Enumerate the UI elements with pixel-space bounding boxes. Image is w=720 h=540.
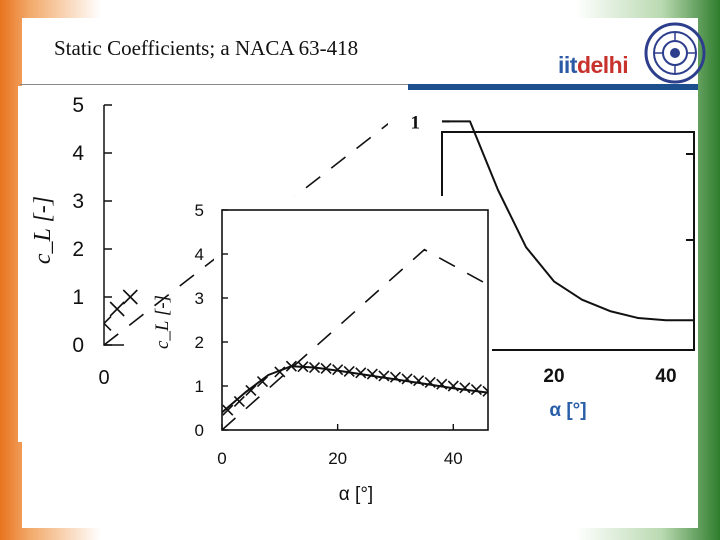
slide-title: Static Coefficients; a NACA 63-418	[54, 36, 359, 60]
brand-wordmark: iitdelhi	[558, 52, 629, 79]
data-point-marker	[104, 315, 112, 331]
y-tick-label: 0	[195, 421, 204, 440]
data-point-marker	[274, 366, 286, 378]
data-point-marker	[245, 384, 257, 396]
y-tick-label: 2	[195, 333, 204, 352]
panel-background	[214, 196, 492, 510]
y-tick-label: 3	[195, 289, 204, 308]
data-point-marker	[343, 365, 355, 378]
data-point-marker	[378, 370, 390, 382]
brand-part-2: delhi	[576, 52, 629, 78]
data-point-marker	[401, 373, 413, 385]
series-2-2	[222, 360, 488, 416]
data-point-marker	[389, 371, 402, 383]
data-point-marker	[285, 360, 297, 372]
x-tick-label: 0	[98, 367, 109, 389]
data-point-marker	[320, 362, 332, 374]
series-2-0	[222, 248, 488, 430]
data-point-marker	[447, 380, 459, 392]
data-point-marker	[297, 361, 309, 373]
x-tick-label: 40	[444, 449, 463, 468]
y-tick-label: 5	[195, 201, 204, 220]
y-tick-label: 1	[72, 286, 84, 309]
title-divider	[20, 84, 408, 85]
data-point-marker	[256, 376, 269, 388]
institute-seal-icon	[644, 22, 706, 84]
data-point-marker	[413, 375, 425, 387]
x-tick-label: 20	[543, 366, 564, 387]
data-point-marker	[109, 301, 125, 317]
y-tick-label: 1	[411, 112, 421, 133]
y-tick-label: 4	[72, 142, 84, 165]
data-point-marker	[436, 378, 448, 390]
series-line	[442, 120, 694, 322]
x-tick-label: 40	[655, 366, 676, 387]
y-tick-label: 0	[72, 334, 84, 357]
data-point-marker	[424, 376, 436, 389]
y-tick-label: 4	[195, 245, 204, 264]
data-point-marker	[482, 385, 488, 397]
data-point-marker	[122, 289, 138, 305]
data-point-marker	[308, 361, 321, 374]
x-axis-label: α [°]	[339, 484, 373, 505]
x-tick-label: 20	[328, 449, 347, 468]
brand-part-1: iit	[558, 52, 577, 78]
data-point-marker	[222, 404, 234, 416]
x-axis-label: α [°]	[549, 400, 586, 421]
data-point-marker	[366, 368, 378, 380]
data-point-marker	[459, 382, 471, 394]
x-tick-label: 0	[217, 449, 226, 468]
title-accent-bar	[408, 84, 698, 90]
y-tick-label: 2	[72, 238, 84, 261]
series-line	[222, 248, 488, 430]
y-tick-label: 3	[72, 190, 84, 213]
y-tick-label: 5	[72, 94, 84, 117]
data-point-marker	[470, 383, 483, 396]
y-axis-label: c_L [-]	[152, 295, 173, 349]
y-tick-label: 1	[195, 377, 204, 396]
data-point-marker	[332, 364, 344, 376]
data-point-marker	[355, 367, 367, 379]
data-point-marker	[233, 395, 245, 407]
series-1-0	[442, 120, 694, 322]
series-0-1	[104, 289, 138, 331]
plot-frame	[221, 209, 489, 431]
y-axis-label: c_L [-]	[30, 196, 56, 264]
